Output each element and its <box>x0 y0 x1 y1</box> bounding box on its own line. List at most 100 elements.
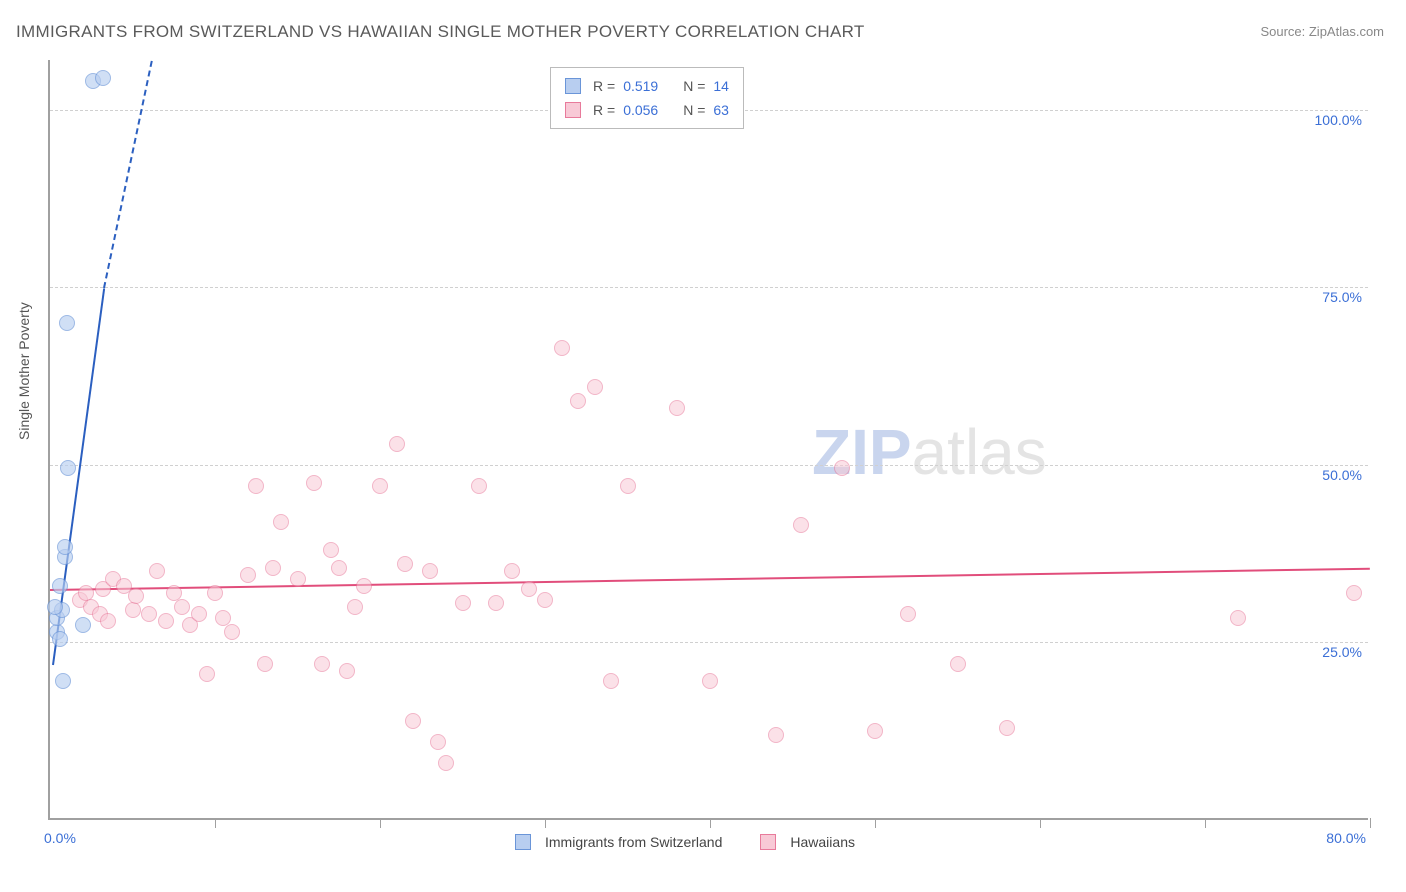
data-point <box>273 514 289 530</box>
x-tick <box>1040 818 1041 828</box>
data-point <box>257 656 273 672</box>
data-point <box>372 478 388 494</box>
legend-swatch <box>515 834 531 850</box>
chart-container: IMMIGRANTS FROM SWITZERLAND VS HAWAIIAN … <box>0 0 1406 892</box>
data-point <box>314 656 330 672</box>
data-point <box>356 578 372 594</box>
data-point <box>521 581 537 597</box>
r-value: 0.519 <box>623 74 675 98</box>
data-point <box>768 727 784 743</box>
legend-row: R = 0.056 N = 63 <box>565 98 729 122</box>
data-point <box>306 475 322 491</box>
y-tick-label: 25.0% <box>1322 644 1362 660</box>
data-point <box>339 663 355 679</box>
x-tick <box>545 818 546 828</box>
legend-swatch <box>565 102 581 118</box>
data-point <box>128 588 144 604</box>
data-point <box>537 592 553 608</box>
y-tick-label: 75.0% <box>1322 289 1362 305</box>
watermark-light: atlas <box>912 416 1047 488</box>
r-label: R = <box>593 98 615 122</box>
n-label: N = <box>683 98 705 122</box>
y-tick-label: 50.0% <box>1322 467 1362 483</box>
legend-label: Hawaiians <box>790 834 855 850</box>
data-point <box>100 613 116 629</box>
data-point <box>331 560 347 576</box>
x-tick-label: 0.0% <box>44 830 76 846</box>
data-point <box>347 599 363 615</box>
data-point <box>60 460 76 476</box>
data-point <box>397 556 413 572</box>
data-point <box>75 617 91 633</box>
x-tick <box>380 818 381 828</box>
r-label: R = <box>593 74 615 98</box>
watermark-bold: ZIP <box>812 416 912 488</box>
legend-row: R = 0.519 N = 14 <box>565 74 729 98</box>
data-point <box>125 602 141 618</box>
data-point <box>174 599 190 615</box>
data-point <box>290 571 306 587</box>
y-tick-label: 100.0% <box>1315 112 1362 128</box>
trendline <box>103 61 153 289</box>
data-point <box>240 567 256 583</box>
legend-swatch <box>565 78 581 94</box>
data-point <box>141 606 157 622</box>
data-point <box>900 606 916 622</box>
data-point <box>1346 585 1362 601</box>
x-tick <box>215 818 216 828</box>
y-axis-title: Single Mother Poverty <box>16 302 32 440</box>
correlation-legend: R = 0.519 N = 14 R = 0.056 N = 63 <box>550 67 744 129</box>
data-point <box>52 578 68 594</box>
x-tick <box>1205 818 1206 828</box>
source-label: Source: ZipAtlas.com <box>1260 24 1384 39</box>
data-point <box>587 379 603 395</box>
data-point <box>207 585 223 601</box>
data-point <box>95 70 111 86</box>
n-label: N = <box>683 74 705 98</box>
data-point <box>999 720 1015 736</box>
data-point <box>422 563 438 579</box>
data-point <box>570 393 586 409</box>
data-point <box>191 606 207 622</box>
x-tick <box>1370 818 1371 828</box>
data-point <box>199 666 215 682</box>
n-value: 14 <box>713 74 729 98</box>
data-point <box>603 673 619 689</box>
data-point <box>57 539 73 555</box>
data-point <box>323 542 339 558</box>
data-point <box>224 624 240 640</box>
data-point <box>834 460 850 476</box>
gridline-h <box>50 287 1368 288</box>
data-point <box>471 478 487 494</box>
x-tick-label: 80.0% <box>1326 830 1366 846</box>
data-point <box>158 613 174 629</box>
gridline-h <box>50 642 1368 643</box>
data-point <box>1230 610 1246 626</box>
data-point <box>438 755 454 771</box>
data-point <box>248 478 264 494</box>
data-point <box>702 673 718 689</box>
data-point <box>265 560 281 576</box>
n-value: 63 <box>713 98 729 122</box>
x-tick <box>875 818 876 828</box>
r-value: 0.056 <box>623 98 675 122</box>
data-point <box>793 517 809 533</box>
data-point <box>504 563 520 579</box>
gridline-h <box>50 465 1368 466</box>
data-point <box>488 595 504 611</box>
data-point <box>149 563 165 579</box>
data-point <box>455 595 471 611</box>
data-point <box>620 478 636 494</box>
plot-area: ZIPatlas 25.0%50.0%75.0%100.0%0.0%80.0% <box>48 60 1368 820</box>
data-point <box>59 315 75 331</box>
data-point <box>867 723 883 739</box>
data-point <box>950 656 966 672</box>
series-legend: Immigrants from SwitzerlandHawaiians <box>515 834 883 850</box>
data-point <box>52 631 68 647</box>
data-point <box>669 400 685 416</box>
chart-title: IMMIGRANTS FROM SWITZERLAND VS HAWAIIAN … <box>16 22 865 42</box>
data-point <box>389 436 405 452</box>
data-point <box>47 599 63 615</box>
x-tick <box>710 818 711 828</box>
data-point <box>554 340 570 356</box>
